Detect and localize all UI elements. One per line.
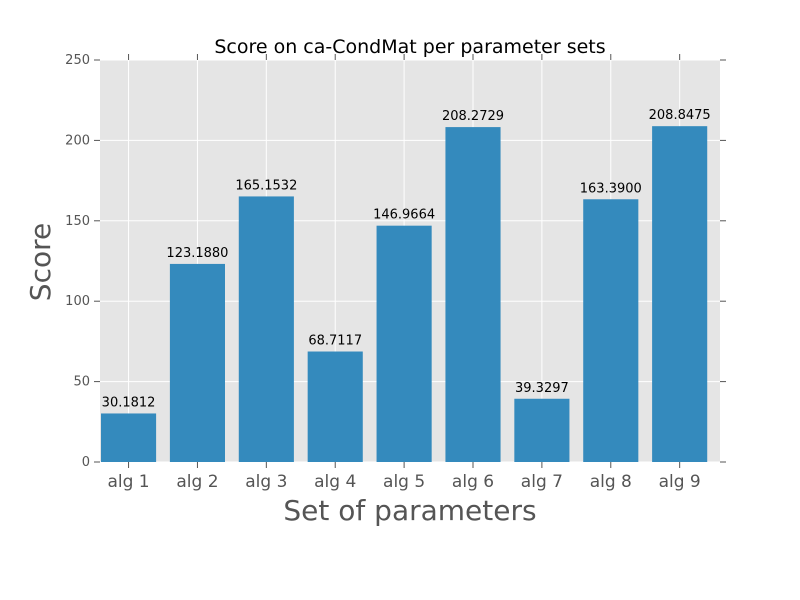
- bar: [307, 351, 363, 462]
- y-tick-label: 200: [65, 133, 90, 148]
- bar: [652, 126, 708, 462]
- bar: [445, 127, 501, 463]
- y-tick-label: 250: [65, 53, 90, 68]
- x-axis-label: Set of parameters: [283, 494, 536, 527]
- y-tick-label: 0: [82, 455, 90, 470]
- data-label: 208.8475: [649, 108, 711, 123]
- x-tick-label: alg 9: [659, 472, 701, 492]
- y-axis-ticks: 0 50 100 150 200 250: [65, 53, 726, 470]
- bar: [238, 196, 294, 462]
- bars: [101, 126, 708, 463]
- x-tick-label: alg 1: [107, 472, 149, 492]
- x-tick-label: alg 8: [590, 472, 632, 492]
- bar: [376, 225, 432, 462]
- data-label: 163.3900: [580, 181, 642, 196]
- x-axis-ticks: alg 1 alg 2 alg 3 alg 4 alg 5 alg 6 alg 7 alg 8…: [107, 54, 701, 492]
- bar: [101, 413, 157, 462]
- x-tick-label: alg 3: [245, 472, 287, 492]
- bar: [583, 199, 639, 463]
- data-labels: 30.1812 123.1880 165.1532 68.7117 146.9664 20…: [102, 108, 711, 410]
- x-tick-label: alg 4: [314, 472, 356, 492]
- data-label: 146.9664: [373, 208, 435, 223]
- bar: [169, 263, 225, 462]
- y-axis-label: Score: [24, 223, 57, 301]
- x-tick-label: alg 6: [452, 472, 494, 492]
- data-label: 165.1532: [235, 178, 297, 193]
- x-tick-label: alg 2: [176, 472, 218, 492]
- x-tick-label: alg 5: [383, 472, 425, 492]
- y-tick-label: 50: [73, 375, 90, 390]
- bar: [514, 398, 570, 462]
- data-label: 208.2729: [442, 109, 504, 124]
- data-label: 30.1812: [102, 395, 156, 410]
- y-tick-label: 100: [65, 294, 90, 309]
- data-label: 123.1880: [166, 246, 228, 261]
- data-label: 68.7117: [308, 334, 362, 349]
- chart-title: Score on ca-CondMat per parameter sets: [214, 36, 605, 58]
- x-tick-label: alg 7: [521, 472, 563, 492]
- y-tick-label: 150: [65, 214, 90, 229]
- data-label: 39.3297: [515, 381, 569, 396]
